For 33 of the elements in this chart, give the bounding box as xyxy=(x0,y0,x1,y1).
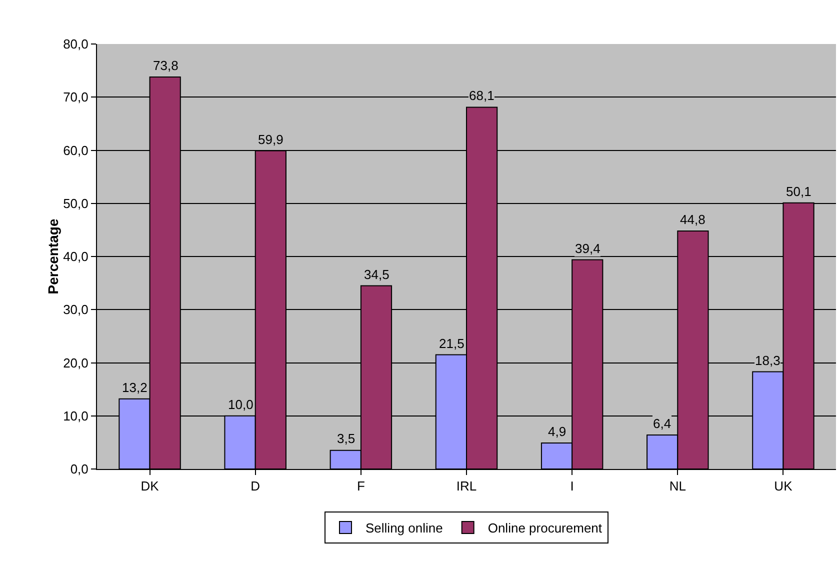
data-label: 59,9 xyxy=(258,132,284,147)
x-tick-label: DK xyxy=(140,478,160,494)
x-tick-label: UK xyxy=(774,478,793,494)
data-label: 44,8 xyxy=(680,212,706,227)
data-label: 10,0 xyxy=(228,397,254,412)
data-label: 34,5 xyxy=(364,267,390,282)
y-tick-label: 20,0 xyxy=(63,355,88,370)
y-tick-label: 50,0 xyxy=(63,196,88,211)
y-axis-title: Percentage xyxy=(45,218,62,294)
data-label: 13,2 xyxy=(122,380,148,395)
x-tick-label: NL xyxy=(669,478,686,494)
x-tick-label: D xyxy=(250,478,260,494)
data-label: 3,5 xyxy=(337,431,356,446)
x-tick-label: F xyxy=(356,478,365,494)
data-label: 21,5 xyxy=(439,336,464,351)
data-label: 50,1 xyxy=(786,184,812,199)
data-label: 6,4 xyxy=(653,416,672,431)
y-tick-label: 80,0 xyxy=(63,36,88,52)
y-tick-label: 30,0 xyxy=(63,302,88,318)
data-label: 18,3 xyxy=(755,353,780,368)
legend-label: Online procurement xyxy=(488,520,602,536)
y-tick-label: 10,0 xyxy=(63,408,88,424)
y-tick-label: 0,0 xyxy=(70,462,88,477)
data-label: 4,9 xyxy=(548,424,566,439)
y-tick-label: 70,0 xyxy=(63,90,88,105)
data-label: 73,8 xyxy=(153,58,178,73)
y-tick-label: 40,0 xyxy=(63,249,88,264)
data-label: 39,4 xyxy=(575,241,600,256)
y-tick-label: 60,0 xyxy=(63,142,88,158)
legend-label: Selling online xyxy=(366,520,443,536)
x-tick-label: IRL xyxy=(456,478,477,494)
x-tick-label: I xyxy=(570,478,574,494)
data-label: 68,1 xyxy=(469,88,494,103)
